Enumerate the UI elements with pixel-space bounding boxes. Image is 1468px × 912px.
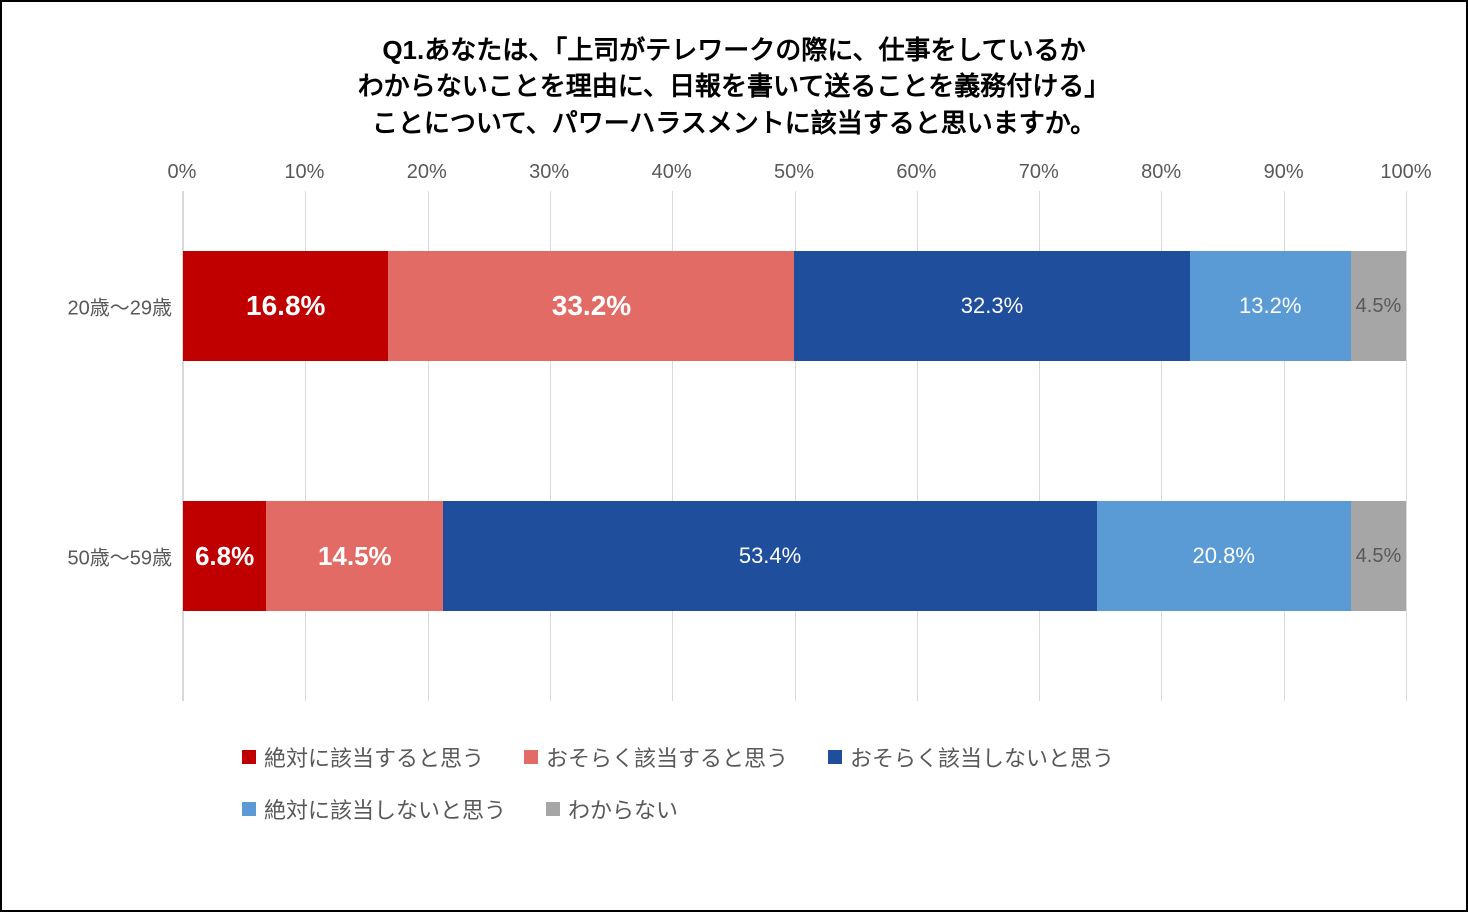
bar-segment-value: 33.2% [552,290,631,322]
legend-item: 絶対に該当すると思う [242,741,484,773]
bar-segment: 6.8% [183,501,266,611]
legend-item: 絶対に該当しないと思う [242,793,506,825]
gridline [1406,191,1407,701]
bar-segment-value: 53.4% [739,543,801,569]
chart-title: Q1.あなたは、「上司がテレワークの際に、仕事をしているか わからないことを理由… [62,32,1406,141]
bar: 16.8% 33.2% 32.3% 13.2% 4.5% [183,251,1406,361]
x-tick-label: 70% [1019,161,1059,184]
legend-swatch [828,750,842,764]
chart-area: 0%10%20%30%40%50%60%70%80%90%100% 20歳～29… [62,161,1406,701]
bar-segment: 33.2% [388,251,794,361]
bar-segment-value: 16.8% [246,290,325,322]
y-axis-labels: 20歳～29歳 50歳～59歳 [62,191,182,701]
bar-segment: 16.8% [183,251,388,361]
plot-area: 16.8% 33.2% 32.3% 13.2% 4.5% 6.8% 14.5% 53.4% 20… [182,191,1406,701]
bar-segment-value: 20.8% [1193,543,1255,569]
legend-swatch [546,802,560,816]
bar-segment: 14.5% [266,501,443,611]
x-tick-label: 20% [407,161,447,184]
x-axis-labels: 0%10%20%30%40%50%60%70%80%90%100% [182,161,1406,191]
legend-label: おそらく該当しないと思う [850,741,1114,773]
legend-item: おそらく該当しないと思う [828,741,1114,773]
x-axis-row: 0%10%20%30%40%50%60%70%80%90%100% [62,161,1406,191]
x-tick-label: 60% [896,161,936,184]
legend-swatch [524,750,538,764]
y-category-label: 50歳～59歳 [68,542,173,571]
bar-segment-value: 13.2% [1239,293,1301,319]
y-category-label: 20歳～29歳 [68,292,173,321]
bar-segment-value: 6.8% [195,541,254,572]
bar-segment-value: 4.5% [1356,295,1402,318]
x-tick-label: 10% [284,161,324,184]
bar-segment: 53.4% [443,501,1096,611]
bar-segment: 4.5% [1351,251,1406,361]
bar-segment: 13.2% [1190,251,1351,361]
legend-swatch [242,802,256,816]
legend: 絶対に該当すると思う おそらく該当すると思う おそらく該当しないと思う絶対に該当しな… [62,741,1406,825]
bar-segment: 32.3% [794,251,1189,361]
x-tick-label: 100% [1380,161,1431,184]
x-tick-label: 40% [652,161,692,184]
x-tick-label: 50% [774,161,814,184]
x-tick-label: 80% [1141,161,1181,184]
plot-row: 20歳～29歳50歳～59歳 16.8%33.2%32.3%13.2%4.5%6… [62,191,1406,701]
bar-segment-value: 32.3% [961,293,1023,319]
chart-frame: Q1.あなたは、「上司がテレワークの際に、仕事をしているか わからないことを理由… [0,0,1468,912]
x-tick-label: 0% [168,161,197,184]
x-tick-label: 30% [529,161,569,184]
legend-label: 絶対に該当しないと思う [264,793,506,825]
legend-item: わからない [546,793,678,825]
bar-segment: 4.5% [1351,501,1406,611]
legend-swatch [242,750,256,764]
x-tick-label: 90% [1264,161,1304,184]
bar-segment-value: 14.5% [318,541,392,572]
bar-segment: 20.8% [1097,501,1351,611]
legend-item: おそらく該当すると思う [524,741,788,773]
legend-label: わからない [568,793,678,825]
legend-label: おそらく該当すると思う [546,741,788,773]
bar: 6.8% 14.5% 53.4% 20.8% 4.5% [183,501,1406,611]
bar-segment-value: 4.5% [1356,545,1402,568]
legend-label: 絶対に該当すると思う [264,741,484,773]
